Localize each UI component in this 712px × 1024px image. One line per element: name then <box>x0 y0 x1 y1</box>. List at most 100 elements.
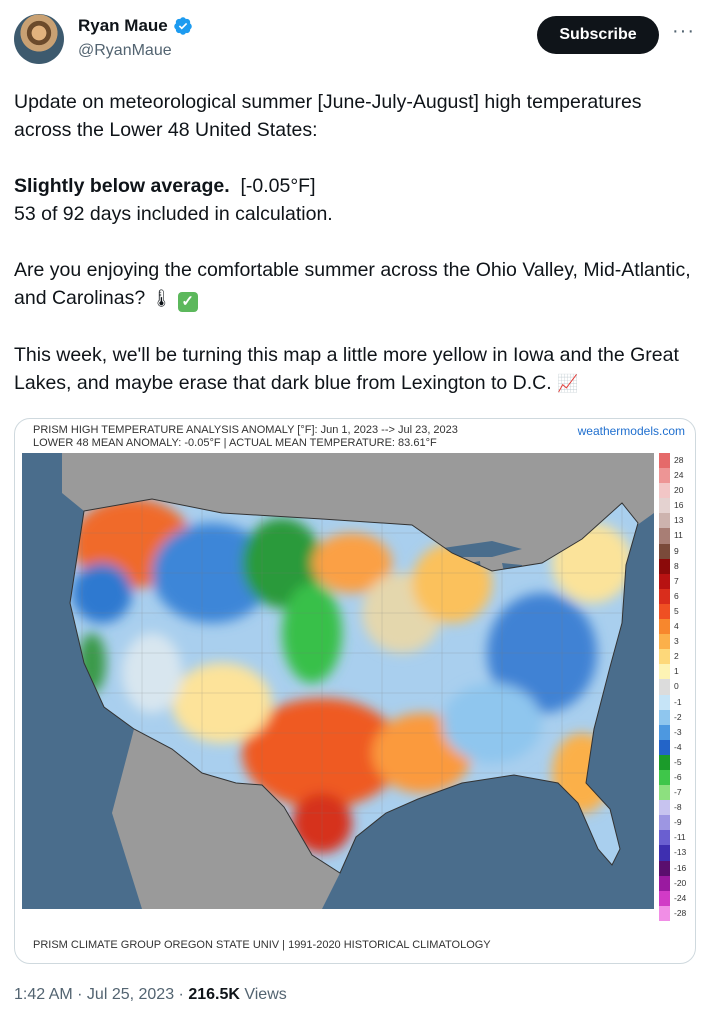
legend-swatch <box>659 875 670 891</box>
legend-label: 5 <box>674 605 679 616</box>
map-title-line2: LOWER 48 MEAN ANOMALY: -0.05°F | ACTUAL … <box>33 437 437 449</box>
legend-swatch <box>659 558 670 574</box>
legend-swatch <box>659 694 670 710</box>
display-name[interactable]: Ryan Maue <box>78 16 168 35</box>
legend-label: 16 <box>674 500 684 511</box>
views-count: 216.5K <box>188 986 240 1003</box>
thermometer-icon: 🌡 <box>150 289 173 308</box>
tweet-bold-phrase: Slightly below average. <box>14 175 230 197</box>
legend-swatch <box>659 709 670 725</box>
legend-row: -7 <box>659 785 689 801</box>
legend-swatch <box>659 754 670 770</box>
legend-row: -1 <box>659 694 689 710</box>
chart-increasing-icon: 📈 <box>557 374 579 393</box>
legend-row: 7 <box>659 573 689 589</box>
legend-swatch <box>659 634 670 650</box>
avatar[interactable] <box>14 14 64 64</box>
legend-swatch <box>659 528 670 544</box>
legend-swatch <box>659 483 670 499</box>
tweet-question-text: Are you enjoying the comfortable summer … <box>14 259 691 309</box>
legend-label: -3 <box>674 726 682 737</box>
legend-row: -11 <box>659 830 689 846</box>
tweet-line-question: Are you enjoying the comfortable summer … <box>14 256 704 313</box>
legend-label: -6 <box>674 771 682 782</box>
anomaly-map <box>22 453 654 909</box>
map-image[interactable]: PRISM HIGH TEMPERATURE ANALYSIS ANOMALY … <box>14 418 696 964</box>
legend-row: 11 <box>659 528 689 544</box>
tweet-line-summary: Slightly below average. [-0.05°F] <box>14 172 704 200</box>
legend-swatch <box>659 588 670 604</box>
map-title-line1: PRISM HIGH TEMPERATURE ANALYSIS ANOMALY … <box>33 424 458 436</box>
legend-row: 1 <box>659 664 689 680</box>
legend-row: 5 <box>659 603 689 620</box>
legend-row: 24 <box>659 468 689 484</box>
legend-label: -5 <box>674 756 682 767</box>
legend-label: 8 <box>674 560 679 571</box>
check-mark-icon: ✓ <box>177 292 198 312</box>
legend-swatch <box>659 619 670 635</box>
legend-row: -4 <box>659 739 689 755</box>
legend-row: 3 <box>659 634 689 650</box>
tweet-line-days: 53 of 92 days included in calculation. <box>14 203 333 225</box>
tweet-outlook-text: This week, we'll be turning this map a l… <box>14 344 679 394</box>
legend-row: -9 <box>659 815 689 831</box>
legend-label: -24 <box>674 892 687 903</box>
legend-swatch <box>659 664 670 680</box>
legend-swatch <box>659 800 670 816</box>
legend-row: 16 <box>659 498 689 514</box>
legend-row: 13 <box>659 513 689 529</box>
legend-row: -28 <box>659 905 689 921</box>
canada-landmass <box>62 453 654 571</box>
subscribe-button[interactable]: Subscribe <box>537 16 659 54</box>
legend-swatch <box>659 513 670 529</box>
legend-label: 9 <box>674 545 679 556</box>
legend-label: -7 <box>674 787 682 798</box>
legend-swatch <box>659 785 670 801</box>
legend-swatch <box>659 603 670 620</box>
legend-swatch <box>659 905 670 921</box>
legend-label: 24 <box>674 470 684 481</box>
mexico-landmass <box>112 729 340 909</box>
legend-swatch <box>659 890 670 906</box>
legend-row: -2 <box>659 709 689 725</box>
legend-label: 3 <box>674 636 679 647</box>
legend-label: -2 <box>674 711 682 722</box>
legend-row: 0 <box>659 679 689 695</box>
legend-label: 2 <box>674 651 679 662</box>
legend-swatch <box>659 845 670 861</box>
legend-label: 28 <box>674 455 684 465</box>
time-date[interactable]: 1:42 AM · Jul 25, 2023 · <box>14 986 189 1003</box>
tweet-timestamp[interactable]: 1:42 AM · Jul 25, 2023 · 216.5K Views <box>14 986 287 1004</box>
more-options-icon[interactable]: ··· <box>672 20 695 42</box>
legend-swatch <box>659 860 670 876</box>
author-name-row[interactable]: Ryan Maue <box>78 16 193 36</box>
legend-row: -6 <box>659 769 689 786</box>
legend-label: 13 <box>674 515 684 526</box>
legend-swatch <box>659 739 670 755</box>
legend-label: -28 <box>674 907 687 918</box>
map-watermark: weathermodels.com <box>577 424 685 438</box>
legend-label: 20 <box>674 485 684 496</box>
legend-swatch <box>659 649 670 665</box>
legend-label: -13 <box>674 847 687 858</box>
legend-row: -20 <box>659 875 689 891</box>
tweet-text: Update on meteorological summer [June-Ju… <box>14 88 704 398</box>
legend-row: -3 <box>659 724 689 740</box>
legend-swatch <box>659 830 670 846</box>
legend-label: -4 <box>674 741 682 752</box>
legend-label: -20 <box>674 877 687 888</box>
legend-swatch <box>659 679 670 695</box>
legend-row: 9 <box>659 543 689 559</box>
legend-row: -16 <box>659 860 689 876</box>
legend-swatch <box>659 498 670 514</box>
legend-row: 6 <box>659 588 689 604</box>
us-outline <box>69 498 639 874</box>
author-handle[interactable]: @RyanMaue <box>78 42 172 59</box>
legend-label: -1 <box>674 696 682 707</box>
legend-row: 20 <box>659 483 689 499</box>
legend-label: -11 <box>674 832 686 843</box>
legend-swatch <box>659 468 670 484</box>
legend-swatch <box>659 769 670 786</box>
legend-row: 8 <box>659 558 689 574</box>
legend-label: 6 <box>674 590 679 601</box>
